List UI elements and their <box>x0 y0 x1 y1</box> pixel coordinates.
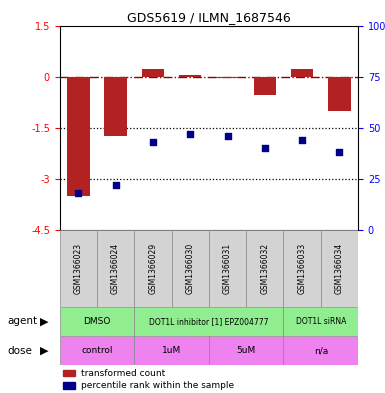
Bar <box>321 230 358 307</box>
Bar <box>216 77 239 78</box>
Text: 1uM: 1uM <box>162 346 181 355</box>
Title: GDS5619 / ILMN_1687546: GDS5619 / ILMN_1687546 <box>127 11 291 24</box>
Bar <box>60 230 97 307</box>
Bar <box>134 336 209 365</box>
Bar <box>142 69 164 77</box>
Text: percentile rank within the sample: percentile rank within the sample <box>80 381 234 390</box>
Text: GSM1366033: GSM1366033 <box>298 242 306 294</box>
Text: GSM1366031: GSM1366031 <box>223 242 232 294</box>
Text: agent: agent <box>8 316 38 326</box>
Bar <box>134 230 172 307</box>
Bar <box>60 336 134 365</box>
Text: DOT1L siRNA: DOT1L siRNA <box>296 317 346 326</box>
Text: control: control <box>81 346 113 355</box>
Text: GSM1366032: GSM1366032 <box>260 242 269 294</box>
Bar <box>283 230 321 307</box>
Text: GSM1366030: GSM1366030 <box>186 242 195 294</box>
Text: dose: dose <box>8 346 33 356</box>
Point <box>299 137 305 143</box>
Point <box>187 131 193 137</box>
Bar <box>254 77 276 95</box>
Text: ▶: ▶ <box>40 316 49 326</box>
Bar <box>63 382 75 389</box>
Text: n/a: n/a <box>314 346 328 355</box>
Bar <box>179 75 201 77</box>
Bar <box>283 336 358 365</box>
Point <box>75 190 81 196</box>
Bar <box>97 230 134 307</box>
Point <box>336 149 343 155</box>
Point <box>224 133 231 139</box>
Bar <box>172 230 209 307</box>
Bar <box>63 370 75 376</box>
Text: DMSO: DMSO <box>83 317 110 326</box>
Point <box>112 182 119 188</box>
Point <box>262 145 268 151</box>
Text: 5uM: 5uM <box>236 346 256 355</box>
Text: ▶: ▶ <box>40 346 49 356</box>
Text: GSM1366029: GSM1366029 <box>148 242 157 294</box>
Bar <box>67 77 89 196</box>
Bar <box>246 230 283 307</box>
Bar <box>60 307 134 336</box>
Text: GSM1366024: GSM1366024 <box>111 242 120 294</box>
Text: transformed count: transformed count <box>80 369 165 378</box>
Bar <box>209 230 246 307</box>
Bar <box>209 336 283 365</box>
Bar <box>104 77 127 136</box>
Bar <box>291 69 313 77</box>
Bar <box>134 307 283 336</box>
Text: GSM1366023: GSM1366023 <box>74 242 83 294</box>
Bar <box>283 307 358 336</box>
Bar <box>328 77 351 111</box>
Text: GSM1366034: GSM1366034 <box>335 242 344 294</box>
Text: DOT1L inhibitor [1] EPZ004777: DOT1L inhibitor [1] EPZ004777 <box>149 317 269 326</box>
Point <box>150 139 156 145</box>
